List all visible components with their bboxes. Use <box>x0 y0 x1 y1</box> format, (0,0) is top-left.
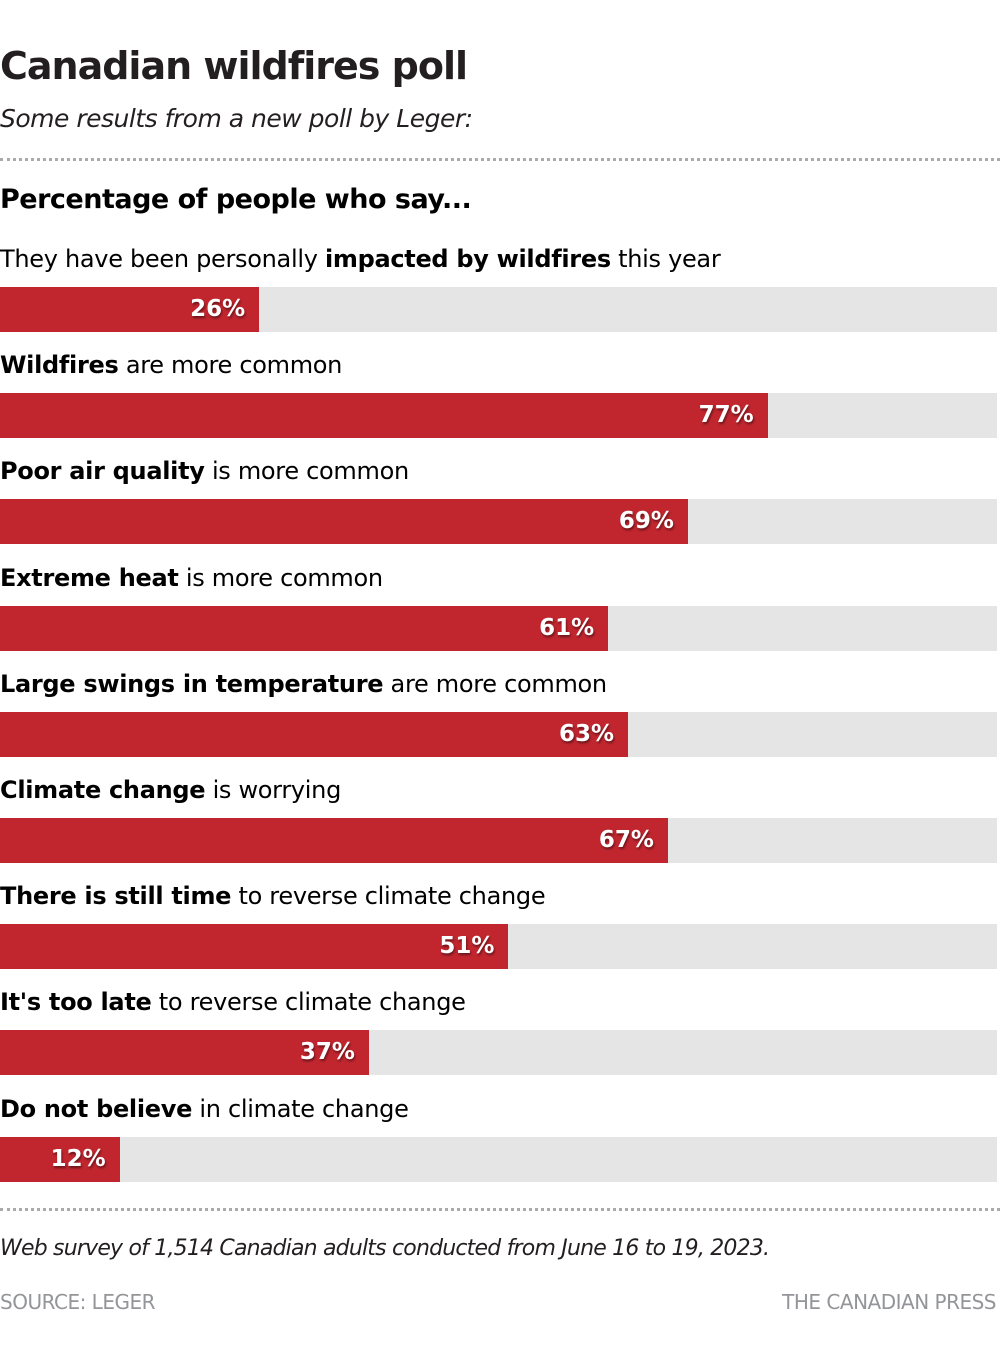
survey-note: Web survey of 1,514 Canadian adults cond… <box>0 1236 770 1261</box>
bar-value-label: 77% <box>698 402 754 429</box>
bar-value-label: 51% <box>439 933 495 960</box>
bar-label-text: in climate change <box>192 1094 409 1123</box>
bar-label-text: are more common <box>118 351 343 380</box>
bar-label-text: They have been personally <box>0 245 325 273</box>
bar-label-emphasis: Poor air quality <box>0 457 205 486</box>
bar-label-emphasis: Wildfires <box>0 351 119 380</box>
bar-label-emphasis: There is still time <box>0 882 232 911</box>
bar-value-label: 61% <box>539 614 595 641</box>
bar: 37% <box>0 1030 369 1076</box>
bar-label-text: are more common <box>383 669 608 698</box>
section-heading: Percentage of people who say... <box>0 184 472 215</box>
bar-label-text: this year <box>610 245 721 273</box>
bar: 12% <box>0 1136 120 1182</box>
bar-label-text: is more common <box>204 457 409 486</box>
bar-value-label: 26% <box>190 296 246 322</box>
bar-label: It's too late to reverse climate change <box>0 987 997 1017</box>
bar-label: Do not believe in climate change <box>0 1094 997 1124</box>
source-credit: SOURCE: LEGER <box>0 1290 155 1314</box>
bar-row: Extreme heat is more common 61% <box>0 563 997 651</box>
bar-label-text: is more common <box>178 563 383 592</box>
bar-value-label: 37% <box>299 1039 355 1066</box>
bar-track: 12% <box>0 1136 997 1182</box>
bar-value-label: 69% <box>618 508 674 535</box>
bar: 67% <box>0 818 668 863</box>
bar: 26% <box>0 287 260 332</box>
bar-row: It's too late to reverse climate change 3… <box>0 987 997 1076</box>
bar: 51% <box>0 924 509 970</box>
bar-row: Poor air quality is more common 69% <box>0 456 997 545</box>
bar-label-emphasis: Climate change <box>0 776 206 804</box>
bar-track: 61% <box>0 605 997 651</box>
bar-row: Wildfires are more common 77% <box>0 350 997 439</box>
bar-label-emphasis: It's too late <box>0 988 152 1017</box>
bar-row: There is still time to reverse climate c… <box>0 881 997 970</box>
bar-label: Extreme heat is more common <box>0 563 997 593</box>
bar-value-label: 67% <box>598 827 654 853</box>
bar-label: Climate change is worrying <box>0 775 997 805</box>
bar-track: 26% <box>0 287 997 332</box>
bar-label-emphasis: Large swings in temperature <box>0 669 384 698</box>
bar-label: Wildfires are more common <box>0 350 997 380</box>
bar-row: Do not believe in climate change 12% <box>0 1094 997 1182</box>
bar-row: Climate change is worrying 67% <box>0 775 997 863</box>
bar-track: 37% <box>0 1030 997 1076</box>
bar-row: They have been personally impacted by wi… <box>0 244 997 332</box>
chart-subtitle: Some results from a new poll by Leger: <box>0 104 473 133</box>
divider-top <box>0 158 1000 161</box>
bar-label-text: is worrying <box>205 776 342 804</box>
bar-label: Poor air quality is more common <box>0 456 997 486</box>
bar: 77% <box>0 393 768 439</box>
bar-label-text: to reverse climate change <box>231 882 546 911</box>
bar-value-label: 63% <box>559 720 615 747</box>
bar-track: 69% <box>0 499 997 545</box>
bar-row: Large swings in temperature are more com… <box>0 669 997 757</box>
bar-label-emphasis: Extreme heat <box>0 563 179 592</box>
bar: 63% <box>0 711 629 757</box>
chart-title: Canadian wildfires poll <box>0 44 468 88</box>
bar-label-emphasis: impacted by wildfires <box>324 245 611 273</box>
bar-label-emphasis: Do not believe <box>0 1094 193 1123</box>
divider-bottom <box>0 1208 1000 1211</box>
bar-label: There is still time to reverse climate c… <box>0 881 997 911</box>
bar-label: They have been personally impacted by wi… <box>0 244 997 274</box>
bar: 69% <box>0 499 688 545</box>
bar-track: 67% <box>0 818 997 863</box>
bar-label-text: to reverse climate change <box>151 988 466 1017</box>
bar-value-label: 12% <box>50 1145 106 1172</box>
bar-label: Large swings in temperature are more com… <box>0 669 997 699</box>
bar: 61% <box>0 605 609 651</box>
bar-track: 51% <box>0 924 997 970</box>
bar-track: 77% <box>0 393 997 439</box>
bar-track: 63% <box>0 711 997 757</box>
publisher-credit: THE CANADIAN PRESS <box>782 1290 996 1314</box>
